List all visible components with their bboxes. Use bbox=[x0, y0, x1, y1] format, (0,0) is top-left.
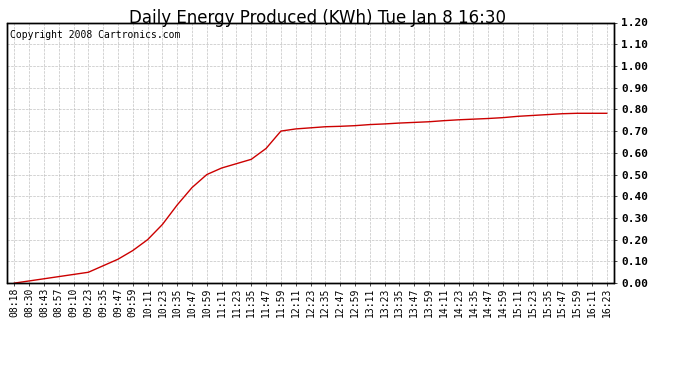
Text: Daily Energy Produced (KWh) Tue Jan 8 16:30: Daily Energy Produced (KWh) Tue Jan 8 16… bbox=[129, 9, 506, 27]
Text: Copyright 2008 Cartronics.com: Copyright 2008 Cartronics.com bbox=[10, 30, 180, 40]
